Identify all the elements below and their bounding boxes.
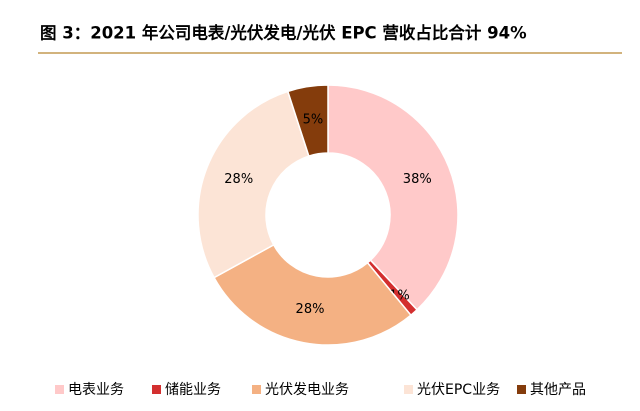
legend-label: 其他产品 [530,382,586,398]
data-label: 5% [303,113,324,128]
legend-swatch [252,385,261,394]
legend-label: 光伏EPC业务 [417,382,500,398]
legend-swatch [55,385,64,394]
chart-title: 图 3：2021 年公司电表/光伏发电/光伏 EPC 营收占比合计 94% [40,23,527,43]
data-label: 38% [403,172,432,187]
legend-label: 电表业务 [68,382,124,398]
donut-slice [213,243,412,346]
donut-slice [286,84,329,157]
legend-swatch [404,385,413,394]
data-label: 28% [224,172,253,187]
legend-swatch [152,385,161,394]
legend-label: 光伏发电业务 [265,382,349,398]
data-label: 28% [296,302,325,317]
donut-slice [197,90,310,279]
legend-label: 储能业务 [165,382,221,398]
donut-slice [327,84,459,311]
legend-swatch [517,385,526,394]
